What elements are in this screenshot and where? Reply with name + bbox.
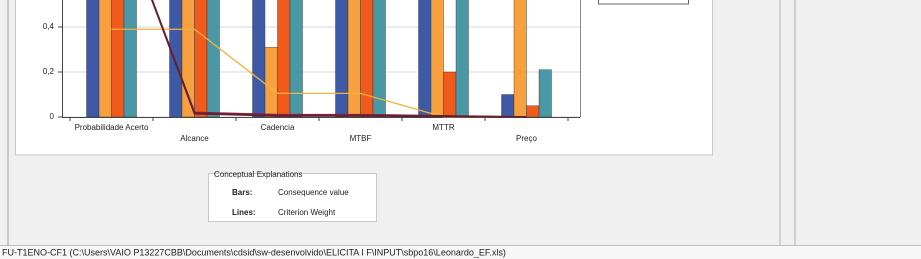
x-tick-label: MTBF bbox=[350, 134, 372, 143]
line-series bbox=[150, 0, 527, 118]
bar bbox=[360, 0, 374, 118]
bar bbox=[206, 0, 220, 118]
plot: 0 0,2 0,4 Probabilidade Acerto Alcance Cadenc… bbox=[43, 0, 581, 143]
bar bbox=[169, 0, 183, 118]
bar bbox=[430, 0, 444, 118]
bar bbox=[289, 0, 303, 118]
explanation-label: Bars: bbox=[232, 188, 252, 197]
status-text: FU-T1ENO-CF1 (C:\Users\VAIO P13227CBB\Do… bbox=[2, 247, 506, 257]
y-tick-label: 0 bbox=[50, 112, 55, 121]
y-tick-label: 0,2 bbox=[43, 67, 55, 76]
x-tick-label: Cadencia bbox=[261, 123, 295, 132]
explanation-text: Consequence value bbox=[278, 188, 349, 197]
bar bbox=[526, 105, 540, 118]
bar bbox=[418, 0, 432, 118]
bar bbox=[277, 0, 291, 118]
explanation-box bbox=[208, 173, 377, 222]
legend-box bbox=[598, 0, 689, 5]
bar bbox=[538, 69, 552, 118]
y-tick-label: 0,4 bbox=[43, 22, 55, 31]
bar bbox=[98, 0, 112, 118]
x-tick-label: Preço bbox=[516, 134, 537, 143]
x-tick-label: Alcance bbox=[180, 134, 209, 143]
bar bbox=[455, 0, 469, 118]
bar bbox=[86, 0, 100, 118]
bar bbox=[347, 0, 361, 118]
bar bbox=[111, 0, 125, 118]
explanation-label: Lines: bbox=[232, 208, 256, 217]
explanation-text: Criterion Weight bbox=[278, 208, 336, 217]
bar bbox=[513, 0, 527, 118]
bar bbox=[252, 0, 266, 118]
x-tick-label: Probabilidade Acerto bbox=[75, 123, 149, 132]
bar bbox=[264, 47, 278, 118]
bar bbox=[501, 94, 515, 118]
explanation-title: Conceptual Explanations bbox=[214, 170, 303, 179]
x-tick-label: MTTR bbox=[432, 123, 454, 132]
status-bar bbox=[0, 246, 921, 259]
bar bbox=[443, 71, 457, 118]
bar bbox=[194, 0, 208, 118]
bar bbox=[335, 0, 349, 118]
bar bbox=[123, 0, 137, 118]
